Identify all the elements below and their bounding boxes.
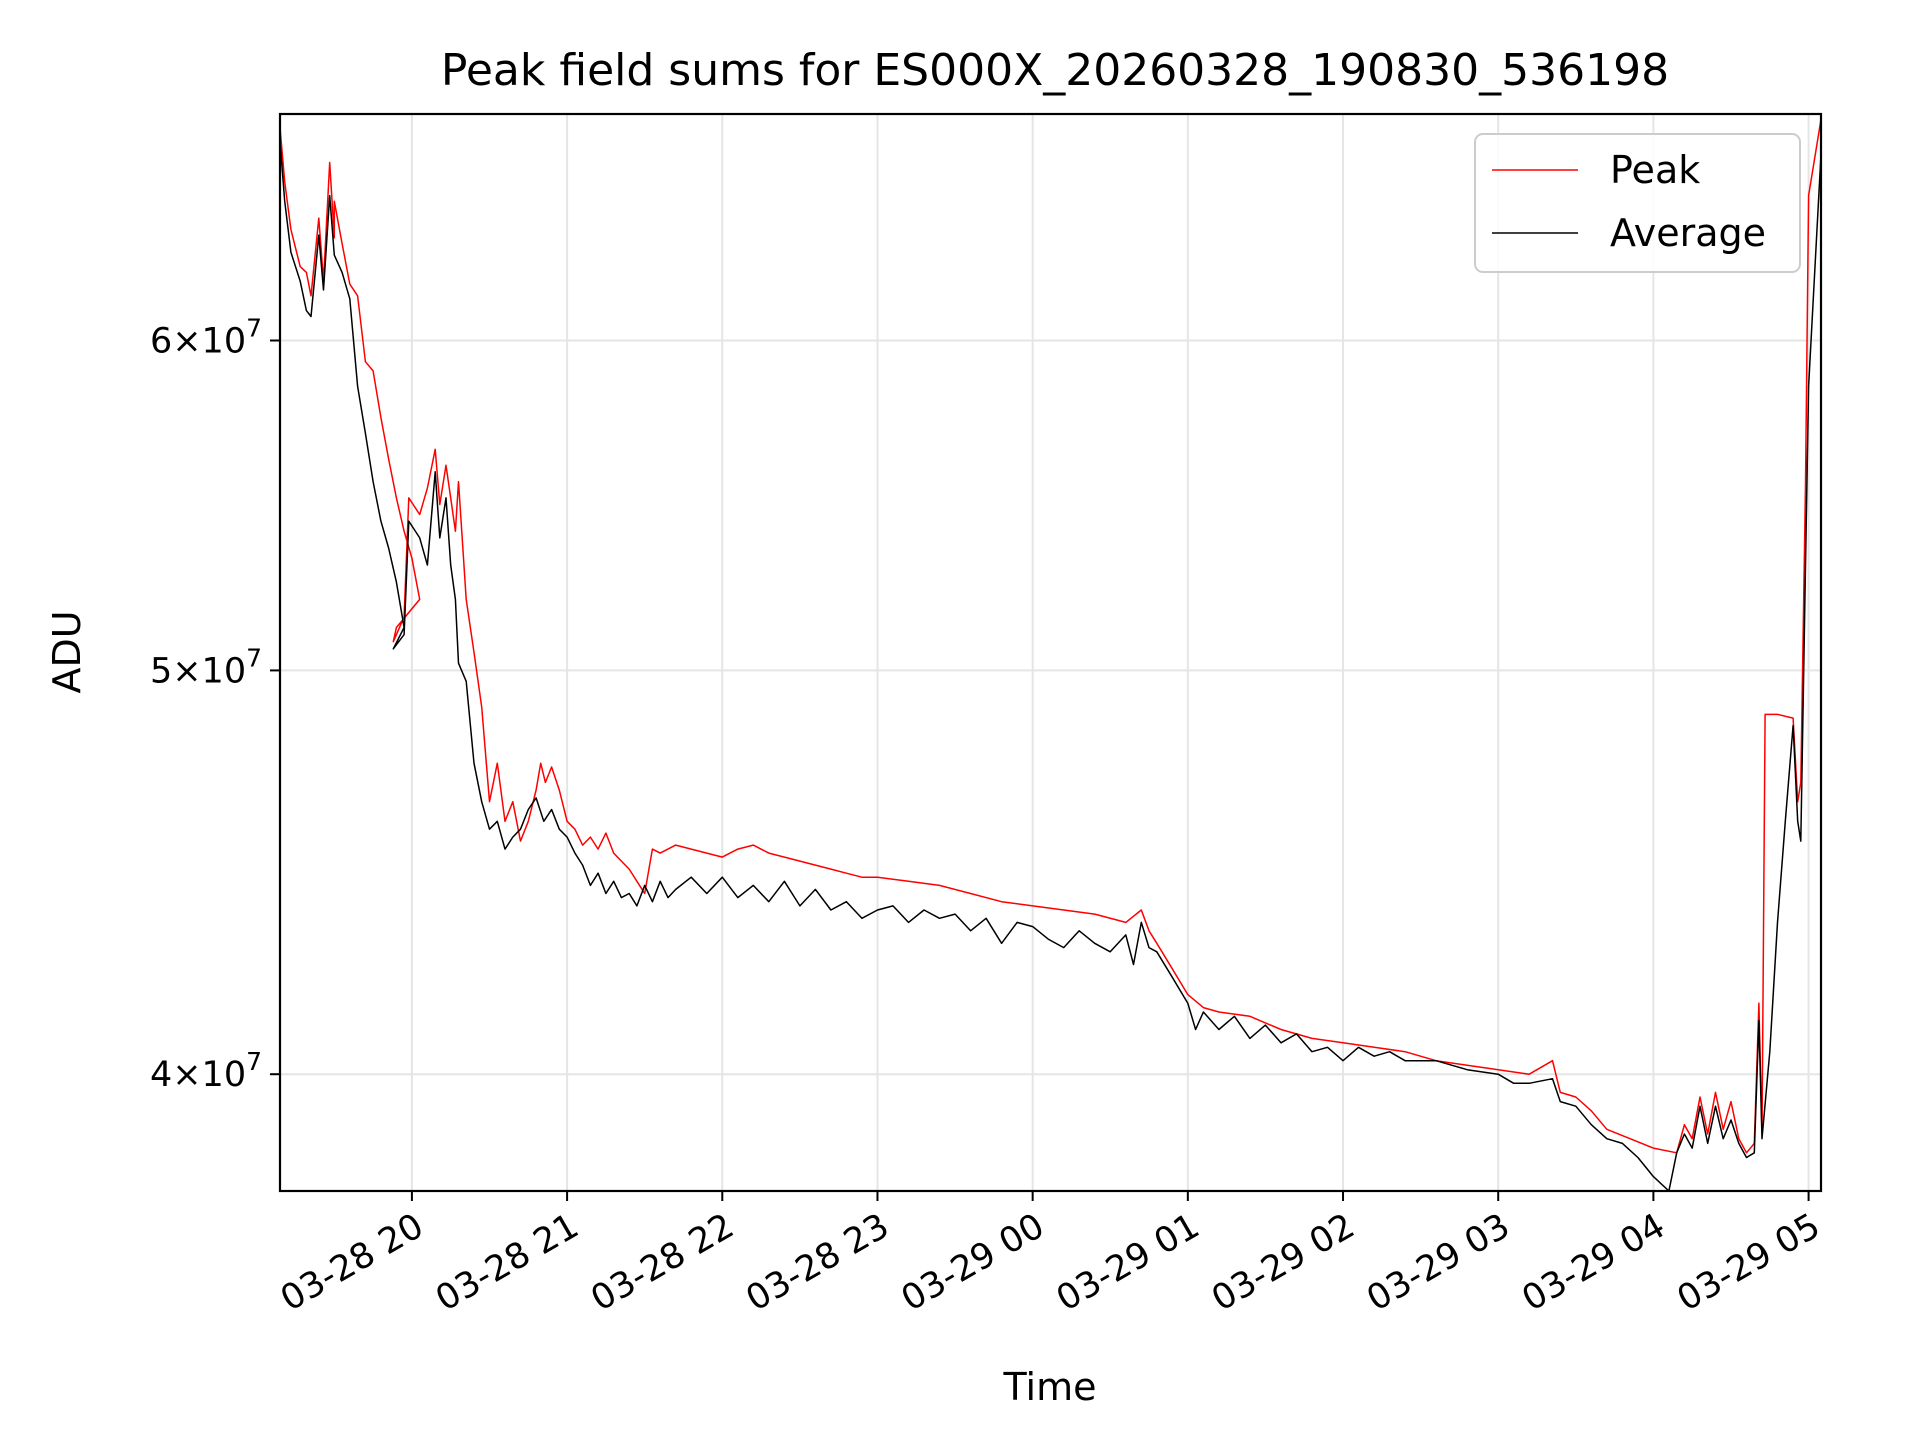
legend: Peak Average bbox=[1474, 133, 1801, 273]
chart-title: Peak field sums for ES000X_20260328_1908… bbox=[441, 45, 1669, 96]
y-tick-base: 4 bbox=[150, 1055, 172, 1095]
y-axis-label: ADU bbox=[45, 610, 89, 693]
y-tick-exponent: 7 bbox=[246, 313, 262, 342]
y-tick-power: 10 bbox=[202, 321, 247, 361]
y-tick-base: 6 bbox=[150, 321, 172, 361]
x-axis-label: Time bbox=[1003, 1365, 1097, 1409]
y-tick-base: 5 bbox=[150, 651, 172, 691]
y-tick-label: 6×107 bbox=[150, 313, 262, 361]
y-tick-label: 4×107 bbox=[150, 1047, 262, 1095]
legend-label-peak: Peak bbox=[1610, 148, 1700, 192]
y-tick-exponent: 7 bbox=[246, 643, 262, 672]
y-tick-exponent: 7 bbox=[246, 1047, 262, 1076]
y-tick-times: × bbox=[172, 321, 201, 361]
series-line-average bbox=[280, 140, 1821, 1191]
legend-box bbox=[1474, 133, 1801, 273]
y-tick-label: 5×107 bbox=[150, 643, 262, 691]
legend-label-average: Average bbox=[1610, 211, 1766, 255]
y-tick-power: 10 bbox=[202, 1055, 247, 1095]
y-tick-times: × bbox=[172, 651, 201, 691]
y-tick-power: 10 bbox=[202, 651, 247, 691]
series-group bbox=[280, 119, 1821, 1191]
plot-frame bbox=[278, 112, 1823, 1193]
grid bbox=[280, 114, 1821, 1191]
y-tick-times: × bbox=[172, 1055, 201, 1095]
series-line-peak bbox=[280, 119, 1821, 1154]
